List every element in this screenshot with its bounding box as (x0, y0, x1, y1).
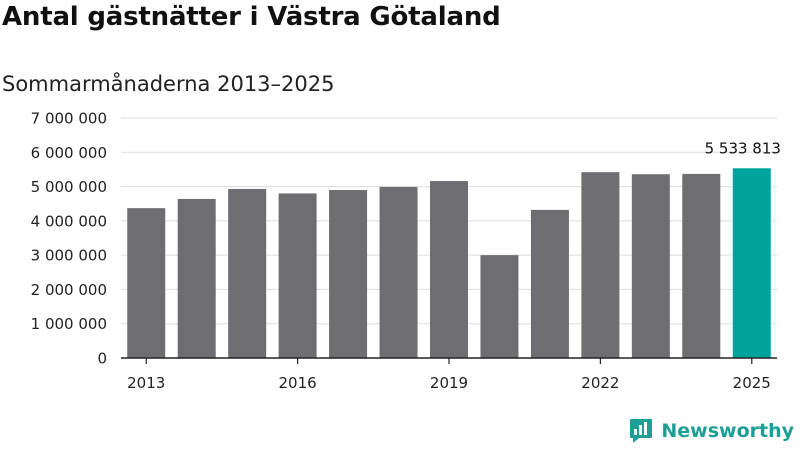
bar (480, 255, 519, 358)
bar (732, 168, 771, 358)
bar (631, 174, 670, 358)
brand-logo[interactable]: Newsworthy (629, 418, 794, 444)
chart-title: Antal gästnätter i Västra Götaland (2, 2, 501, 32)
y-tick-label: 7 000 000 (31, 110, 107, 128)
y-tick-label: 0 (97, 350, 107, 368)
x-tick-label: 2019 (430, 374, 468, 392)
y-tick-label: 2 000 000 (31, 281, 107, 299)
bar (379, 186, 418, 358)
x-tick-label: 2013 (127, 374, 165, 392)
y-tick-label: 3 000 000 (31, 247, 107, 265)
y-tick-label: 1 000 000 (31, 315, 107, 333)
bar (127, 208, 166, 358)
chart-subtitle: Sommarmånaderna 2013–2025 (2, 72, 335, 96)
bar (329, 190, 368, 358)
value-annotation: 5 533 813 (705, 139, 781, 157)
bar (278, 193, 317, 358)
bar (228, 188, 267, 358)
bar (177, 198, 216, 358)
bar (430, 181, 468, 358)
bar (530, 209, 569, 358)
y-tick-label: 4 000 000 (31, 212, 107, 230)
newsworthy-logo-icon (630, 419, 653, 443)
brand-name: Newsworthy (661, 420, 794, 442)
bar (682, 173, 721, 358)
x-tick-label: 2016 (279, 374, 317, 392)
y-tick-label: 6 000 000 (31, 144, 107, 162)
y-tick-label: 5 000 000 (31, 178, 107, 196)
x-tick-label: 2025 (733, 374, 771, 392)
bar (581, 172, 620, 358)
x-tick-label: 2022 (581, 374, 619, 392)
